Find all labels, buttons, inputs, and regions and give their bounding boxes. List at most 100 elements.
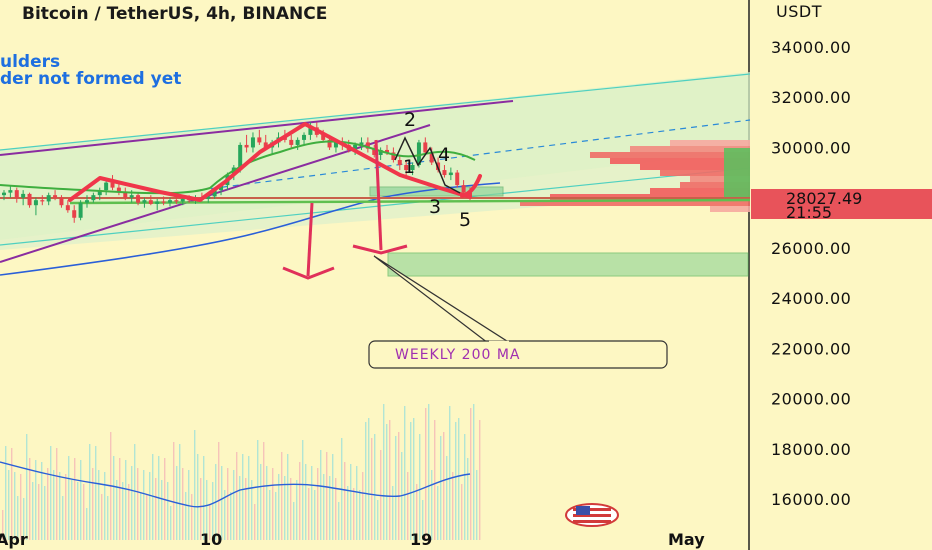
volume-bar <box>458 418 460 540</box>
volume-bar <box>278 474 280 540</box>
candle-body <box>250 137 255 148</box>
x-ticks: Apr 10 19 May <box>0 530 705 549</box>
price-tag-value: 28027.49 <box>786 189 862 208</box>
volume-bar <box>302 440 304 540</box>
candle-body <box>212 190 217 197</box>
volume-bar <box>86 508 88 540</box>
candle-body <box>238 144 243 168</box>
volume-bar <box>89 444 91 540</box>
target-arrow-right-shaft <box>374 139 383 251</box>
volume-bar <box>449 406 451 540</box>
channel-mid-dashed <box>199 119 751 191</box>
volume-bar <box>260 464 262 540</box>
volume-bar <box>272 468 274 540</box>
candle-body <box>72 210 77 218</box>
volume-bar <box>374 434 376 540</box>
candle-body <box>468 192 472 197</box>
volume-bar <box>350 464 352 540</box>
volume-bar <box>17 496 19 540</box>
pattern-head-shoulders <box>68 122 472 202</box>
candle-body <box>257 137 262 143</box>
candle-body <box>442 170 447 176</box>
wave-label-3: 3 <box>429 196 441 218</box>
volume-bar <box>437 486 439 540</box>
us-flag-icon[interactable] <box>565 503 619 527</box>
volume-bar <box>365 422 367 540</box>
volume-bar <box>5 446 7 540</box>
volume-bar <box>32 482 34 540</box>
y-tick-label: 18000.00 <box>771 440 851 459</box>
volume-bar <box>425 408 427 540</box>
volume-bar <box>311 466 313 540</box>
volume-bar <box>125 460 127 540</box>
volume-bar <box>254 504 256 540</box>
candle-body <box>365 142 370 149</box>
volume-bar <box>416 484 418 540</box>
volume-bar <box>422 500 424 540</box>
volume-bar <box>470 408 472 540</box>
candle-body <box>40 200 45 202</box>
candle-body <box>327 139 332 148</box>
volume-bar <box>149 472 151 540</box>
volume-bar <box>2 510 4 540</box>
volume-bar <box>122 482 124 540</box>
channel-top-line <box>0 73 751 151</box>
volume-bar <box>464 434 466 540</box>
volume-bar <box>233 470 235 540</box>
volume-bar <box>170 506 172 540</box>
volume-bar <box>74 458 76 540</box>
volume-bar <box>284 476 286 540</box>
volume-bar <box>206 480 208 540</box>
candle-body <box>8 190 13 193</box>
volume-bar <box>50 446 52 540</box>
axis-background <box>750 0 932 550</box>
candle-body <box>136 195 141 203</box>
volume-bar <box>407 472 409 540</box>
volume-bar <box>467 458 469 540</box>
volume-bar <box>227 468 229 540</box>
volume-bar <box>251 480 253 540</box>
volume-bar <box>218 442 220 540</box>
candle-body <box>206 196 211 199</box>
volume-bar <box>332 454 334 540</box>
volume-bar <box>428 404 430 540</box>
y-axis-unit: USDT <box>776 2 822 21</box>
volume-bar <box>44 486 46 540</box>
volume-bar <box>191 494 193 540</box>
x-tick-label: 19 <box>410 530 432 549</box>
y-tick-label: 32000.00 <box>771 88 851 107</box>
target-arrow-right-head <box>352 244 408 255</box>
candle-body <box>21 193 26 198</box>
volume-profile-row <box>710 206 750 212</box>
candle-body <box>148 200 153 204</box>
blue-moving-average <box>0 182 501 276</box>
candle-body <box>429 152 434 163</box>
purple-channel-top <box>0 100 514 156</box>
volume-profile-green <box>724 148 750 198</box>
candle-body <box>167 200 172 203</box>
volume-bar <box>224 490 226 540</box>
volume-bar <box>239 476 241 540</box>
volume-profile-row <box>650 188 750 194</box>
x-tick-label: Apr <box>0 530 28 549</box>
candle-body <box>333 142 338 148</box>
volume-bar <box>95 446 97 540</box>
volume-bar <box>392 486 394 540</box>
candle-body <box>308 127 313 135</box>
volume-bars <box>0 404 481 540</box>
volume-bar <box>281 452 283 540</box>
candle-body <box>161 201 166 203</box>
volume-bar <box>173 442 175 540</box>
volume-bar <box>197 454 199 540</box>
y-ticks: 34000.00 32000.00 30000.00 26000.00 24000.00… <box>771 38 851 509</box>
wave-zigzag <box>394 136 461 194</box>
volume-bar <box>14 472 16 540</box>
volume-bar <box>11 448 13 540</box>
volume-bar <box>461 484 463 540</box>
volume-bar <box>47 468 49 540</box>
volume-bar <box>335 478 337 540</box>
channel-bottom-line <box>0 167 751 246</box>
green-moving-average <box>0 140 476 195</box>
volume-bar <box>269 490 271 540</box>
candle-body <box>244 144 249 148</box>
